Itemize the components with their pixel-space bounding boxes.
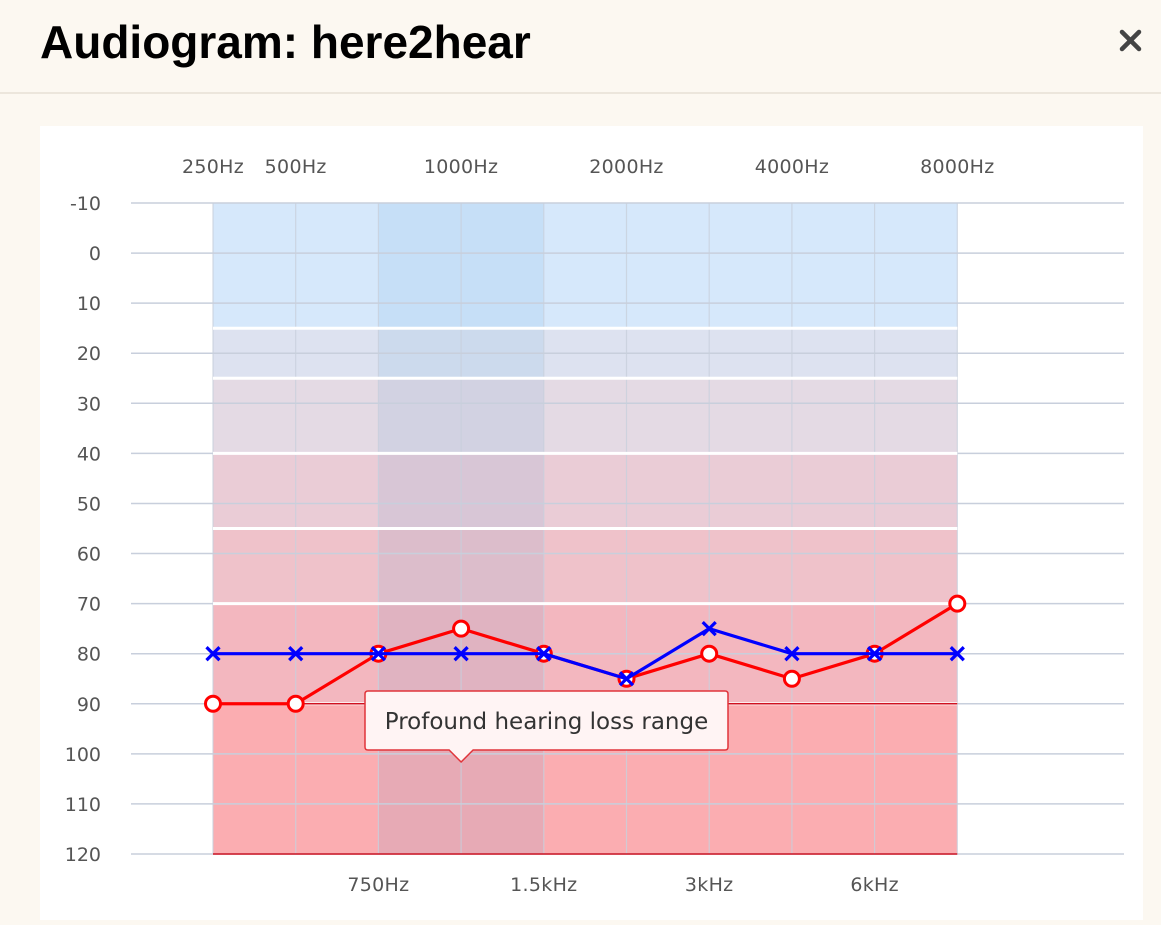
y-axis: -10 0 10 20 30 40 50 60 70 80 90 100 110 120 [65,193,101,866]
x-tick-bottom: 3kHz [685,874,734,896]
y-tick: 30 [77,393,101,415]
data-point-circle [204,694,222,713]
x-tick-bottom: 6kHz [850,874,899,896]
band-0 [213,203,958,329]
data-point-x [866,646,883,662]
close-icon [1119,29,1142,52]
audiogram-chart: 250Hz 500Hz 1000Hz 2000Hz 4000Hz 8000Hz 750Hz… [65,156,1124,896]
x-marker-stroke [866,646,883,662]
y-tick: 120 [65,844,101,866]
x-marker-stroke [701,621,717,637]
data-point-x [784,646,800,662]
data-point-x [618,671,635,687]
band-3 [213,453,958,529]
x-marker-stroke [288,646,304,662]
y-tick: 40 [77,443,101,465]
y-tick: 20 [77,343,101,365]
y-tick: 100 [65,744,101,766]
chart-panel: 250Hz 500Hz 1000Hz 2000Hz 4000Hz 8000Hz 750Hz… [40,126,1143,920]
tooltip: Profound hearing loss range [364,690,729,764]
band-4 [213,528,958,604]
x-marker-stroke [453,646,469,662]
x-tick-top: 4000Hz [755,156,829,178]
y-tick: -10 [70,193,101,215]
x-tick-top: 500Hz [265,156,327,178]
x-marker-stroke [784,646,800,662]
y-tick: 80 [77,644,101,666]
x-tick-bottom: 750Hz [347,874,409,896]
data-point-circle [700,644,719,663]
x-marker-stroke [536,646,552,662]
y-tick: 110 [65,794,101,816]
data-point-x [288,646,304,662]
data-point-x [536,646,552,662]
y-tick: 60 [77,544,101,566]
data-point-x [949,646,965,662]
y-tick: 0 [89,243,101,265]
y-tick: 70 [77,594,101,616]
x-tick-top: 1000Hz [424,156,498,178]
x-marker-stroke [618,671,635,687]
close-button[interactable] [1113,22,1149,58]
x-axis-bottom: 750Hz 1.5kHz 3kHz 6kHz [347,874,898,896]
x-tick-top: 8000Hz [920,156,994,178]
x-marker-stroke [205,646,221,662]
x-tick-bottom: 1.5kHz [510,874,577,896]
tooltip-text: Profound hearing loss range [385,709,709,735]
x-tick-top: 2000Hz [589,156,663,178]
x-axis-top: 250Hz 500Hz 1000Hz 2000Hz 4000Hz 8000Hz [182,156,994,178]
data-point-x [453,646,469,662]
data-point-x [701,621,717,637]
band-2 [213,378,958,454]
series [204,594,967,713]
x-tick-top: 250Hz [182,156,244,178]
x-marker-stroke [949,646,965,662]
dialog-header: Audiogram: here2hear [0,0,1161,94]
y-tick: 90 [77,694,101,716]
data-point-x [370,646,387,662]
data-point-x [205,646,221,662]
y-tick: 10 [77,293,101,315]
data-point-circle [782,669,801,688]
data-point-circle [452,619,471,638]
y-tick: 50 [77,493,101,515]
data-point-circle [948,594,967,613]
page-title: Audiogram: here2hear [40,16,531,68]
series-line-1 [213,627,958,681]
data-point-circle [286,694,305,713]
x-marker-stroke [370,646,387,662]
tooltip-box [364,690,729,764]
